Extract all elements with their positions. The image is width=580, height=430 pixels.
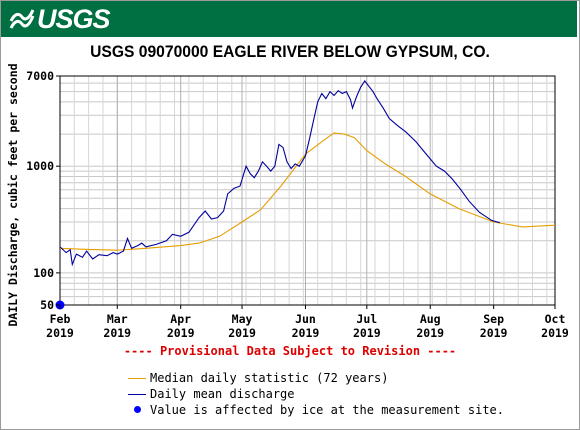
median-daily-line [59, 132, 556, 251]
legend-ice-swatch [128, 402, 146, 418]
x-tick-year: 2019 [416, 326, 444, 340]
provisional-note: ---- Provisional Data Subject to Revisio… [123, 344, 457, 358]
x-tick-year: 2019 [480, 326, 508, 340]
x-tick-month: May [232, 312, 253, 326]
legend-item-daily-mean: Daily mean discharge [128, 386, 295, 402]
y-tick-label: 1000 [26, 159, 54, 173]
x-tick-year: 2019 [541, 326, 569, 340]
x-tick-month: Mar [107, 312, 128, 326]
daily-mean-line [59, 79, 500, 267]
x-tick-month: Jul [356, 312, 377, 326]
usgs-wave-icon [9, 9, 35, 29]
legend-daily-label: Daily mean discharge [150, 387, 295, 401]
legend-item-median: Median daily statistic (72 years) [128, 370, 388, 386]
x-tick-year: 2019 [167, 326, 195, 340]
x-tick-year: 2019 [46, 326, 74, 340]
y-tick-label: 7000 [26, 69, 54, 83]
x-tick-year: 2019 [228, 326, 256, 340]
usgs-logo[interactable]: USGS [9, 3, 111, 34]
usgs-banner: USGS [1, 1, 577, 37]
x-tick-month: Aug [420, 312, 441, 326]
x-axis-ticks: Feb2019Mar2019Apr2019May2019Jun2019Jul20… [46, 305, 569, 340]
x-tick-month: Feb [50, 312, 71, 326]
legend-item-ice: Value is affected by ice at the measurem… [128, 402, 504, 418]
legend-median-swatch [128, 370, 146, 386]
x-tick-year: 2019 [292, 326, 320, 340]
y-axis-ticks: 7000 1000 100 50 [26, 69, 60, 312]
x-tick-month: Sep [483, 312, 504, 326]
legend-median-label: Median daily statistic (72 years) [150, 371, 389, 385]
chart-title: USGS 09070000 EAGLE RIVER BELOW GYPSUM, … [90, 42, 490, 61]
x-tick-month: Jun [295, 312, 316, 326]
y-tick-label: 100 [33, 266, 54, 280]
y-tick-label: 50 [40, 298, 54, 312]
x-tick-month: Apr [170, 312, 191, 326]
legend-ice-label: Value is affected by ice at the measurem… [150, 403, 505, 417]
usgs-logo-text: USGS [37, 3, 111, 34]
x-tick-year: 2019 [103, 326, 131, 340]
y-axis-label: DAILY Discharge, cubic feet per second [6, 63, 20, 326]
x-tick-month: Oct [545, 312, 566, 326]
plot-border [59, 75, 556, 306]
plot-grid [59, 76, 556, 305]
x-tick-year: 2019 [353, 326, 381, 340]
legend-daily-swatch [128, 386, 146, 402]
